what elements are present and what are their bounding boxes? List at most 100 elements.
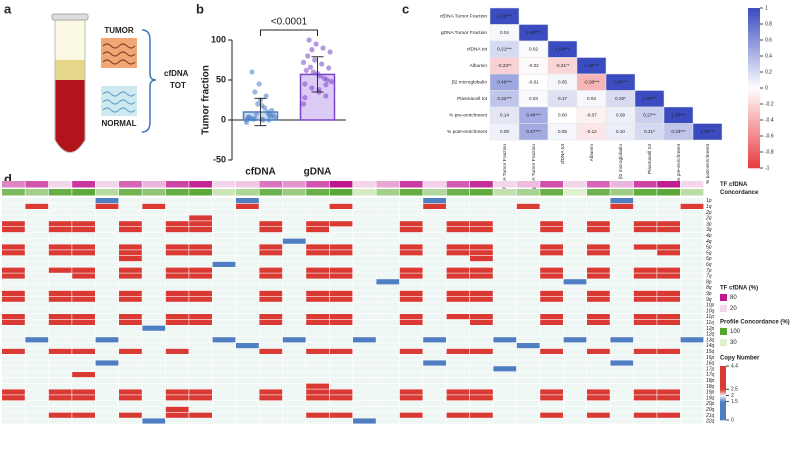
cell-label: 0.27** bbox=[643, 112, 656, 117]
cnv-cell bbox=[516, 261, 540, 267]
cnv-cell bbox=[212, 296, 236, 302]
cnv-cell bbox=[376, 331, 400, 337]
cnv-cell bbox=[25, 209, 49, 215]
annotation-cell bbox=[259, 181, 283, 188]
cnv-cell bbox=[493, 308, 517, 314]
cnv-cell bbox=[25, 302, 49, 308]
cnv-cell bbox=[48, 377, 72, 383]
cnv-cell bbox=[633, 418, 657, 424]
cnv-cell bbox=[212, 412, 236, 418]
cell-label: 0.33*** bbox=[671, 129, 686, 134]
cnv-cell bbox=[282, 261, 306, 267]
cnv-cell bbox=[446, 273, 470, 279]
cnv-cell bbox=[540, 343, 563, 349]
cnv-cell bbox=[189, 314, 212, 320]
cnv-cell bbox=[306, 261, 329, 267]
cnv-cell bbox=[563, 238, 587, 244]
cnv-cell bbox=[119, 406, 142, 412]
cnv-cell bbox=[399, 232, 423, 238]
cnv-cell bbox=[446, 290, 470, 296]
cnv-cell bbox=[212, 308, 236, 314]
annotation-cell bbox=[657, 181, 680, 188]
cnv-cell bbox=[633, 406, 657, 412]
cnv-cell bbox=[165, 221, 189, 227]
cnv-cell bbox=[540, 285, 563, 291]
cnv-cell bbox=[399, 296, 423, 302]
cnv-cell bbox=[516, 406, 540, 412]
cnv-cell bbox=[189, 348, 212, 354]
cnv-cell bbox=[25, 354, 49, 360]
cnv-cell bbox=[212, 337, 236, 343]
cnv-cell bbox=[610, 412, 634, 418]
cnv-cell bbox=[399, 372, 423, 378]
cnv-cell bbox=[282, 308, 306, 314]
cnv-cell bbox=[399, 366, 423, 372]
cnv-cell bbox=[212, 389, 236, 395]
cnv-cell bbox=[680, 389, 704, 395]
data-point bbox=[302, 81, 308, 87]
cnv-cell bbox=[680, 343, 704, 349]
cnv-cell bbox=[493, 256, 517, 262]
annotation-label: Concordance bbox=[720, 190, 759, 196]
cnv-cell bbox=[540, 198, 563, 204]
cnv-cell bbox=[563, 261, 587, 267]
cnv-cell bbox=[353, 221, 376, 227]
cnv-cell bbox=[236, 308, 259, 314]
cnv-cell bbox=[610, 383, 634, 389]
cnv-cell bbox=[259, 244, 283, 250]
colorbar-segment bbox=[748, 40, 760, 45]
cnv-cell bbox=[212, 279, 236, 285]
cnv-cell bbox=[48, 244, 72, 250]
cnv-cell bbox=[189, 203, 212, 209]
cnv-cell bbox=[563, 412, 587, 418]
annotation-cell bbox=[680, 189, 704, 196]
row-label: 22q bbox=[705, 419, 715, 425]
row-label: 1p bbox=[706, 198, 712, 204]
data-point bbox=[320, 45, 326, 51]
cnv-cell bbox=[657, 372, 680, 378]
annotation-cell bbox=[516, 189, 540, 196]
annotation-cell bbox=[142, 189, 166, 196]
cell-label: 0.04 bbox=[500, 30, 509, 35]
cnv-cell bbox=[2, 348, 25, 354]
cnv-cell bbox=[119, 232, 142, 238]
cnv-cell bbox=[95, 244, 119, 250]
cnv-cell bbox=[680, 308, 704, 314]
colorbar-tick-label: 0 bbox=[765, 85, 768, 91]
cnv-cell bbox=[446, 377, 470, 383]
cnv-cell bbox=[399, 395, 423, 401]
cnv-cell bbox=[189, 389, 212, 395]
cnv-cell bbox=[587, 308, 610, 314]
cnv-cell bbox=[2, 319, 25, 325]
cnv-cell bbox=[657, 348, 680, 354]
normal-label: NORMAL bbox=[101, 119, 136, 128]
cnv-cell bbox=[72, 285, 95, 291]
cnv-cell bbox=[470, 296, 493, 302]
cnv-cell bbox=[680, 203, 704, 209]
cnv-cell bbox=[306, 383, 329, 389]
annotation-cell bbox=[72, 181, 95, 188]
cnv-cell bbox=[259, 348, 283, 354]
colorbar-segment bbox=[748, 104, 760, 109]
cnv-cell bbox=[329, 198, 353, 204]
cnv-cell bbox=[189, 319, 212, 325]
cnv-cell bbox=[563, 325, 587, 331]
cnv-cell bbox=[329, 389, 353, 395]
cnv-cell bbox=[540, 412, 563, 418]
data-point bbox=[266, 111, 272, 117]
annotation-cell bbox=[353, 189, 376, 196]
cnv-cell bbox=[72, 250, 95, 256]
cnv-cell bbox=[470, 244, 493, 250]
cnv-cell bbox=[446, 389, 470, 395]
cnv-cell bbox=[633, 238, 657, 244]
cnv-cell bbox=[25, 203, 49, 209]
data-point bbox=[319, 61, 325, 67]
colorbar-segment bbox=[720, 376, 726, 379]
cnv-cell bbox=[399, 401, 423, 407]
cnv-cell bbox=[399, 377, 423, 383]
cnv-cell bbox=[306, 227, 329, 233]
colorbar-segment bbox=[748, 120, 760, 125]
data-point bbox=[306, 37, 312, 43]
cnv-cell bbox=[189, 227, 212, 233]
cnv-cell bbox=[165, 261, 189, 267]
